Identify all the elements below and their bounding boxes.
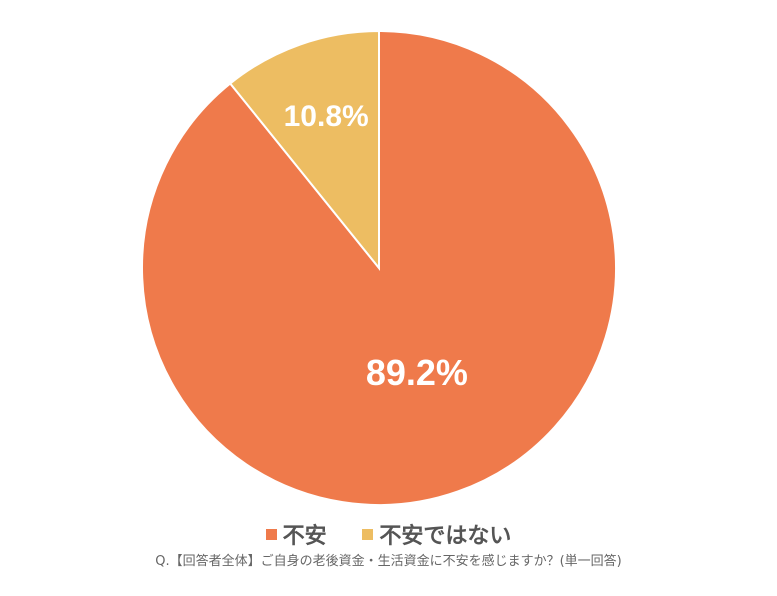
legend-label: 不安ではない	[379, 524, 512, 549]
data-label-1: 10.8%	[284, 100, 369, 133]
question-caption: Q.【回答者全体】ご自身の老後資金・生活資金に不安を感じますか？(単一回答)	[155, 554, 622, 569]
data-label-0: 89.2%	[366, 352, 468, 393]
pie-chart: 89.2% 10.8%	[141, 29, 617, 506]
legend-swatch	[265, 528, 277, 540]
legend-item-anxious: 不安	[265, 518, 327, 550]
legend-label: 不安	[282, 524, 327, 549]
legend: 不安 不安ではない	[0, 518, 777, 550]
legend-item-not-anxious: 不安ではない	[362, 518, 511, 550]
legend-swatch	[362, 528, 374, 540]
pie-slice-1	[228, 29, 380, 271]
